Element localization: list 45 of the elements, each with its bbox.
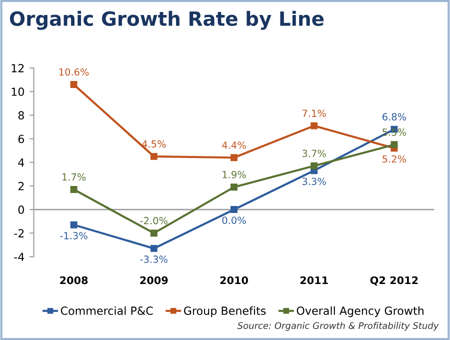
y-tick-label: 12 xyxy=(12,64,24,72)
y-tick-label: 6 xyxy=(18,134,24,144)
point xyxy=(310,122,318,130)
data-label: -1.3% xyxy=(60,232,88,240)
x-tick-label: 2008 xyxy=(60,276,88,284)
data-label: 1.7% xyxy=(62,173,86,181)
source-note: Source: Organic Growth & Profitability Study xyxy=(237,322,439,331)
data-label: -2.0% xyxy=(140,216,168,224)
point xyxy=(230,184,238,191)
point xyxy=(70,81,78,88)
y-tick-label: -2 xyxy=(14,229,24,238)
x-tick-label: 2011 xyxy=(300,276,328,284)
data-label: 10.6% xyxy=(59,68,89,76)
data-label: 4.5% xyxy=(142,140,166,148)
point xyxy=(230,154,238,162)
data-label: 1.9% xyxy=(222,170,246,178)
y-tick-label: -4 xyxy=(14,252,24,261)
chart-title: Organic Growth Rate by Line xyxy=(10,10,324,30)
y-tick-label: 8 xyxy=(18,111,24,120)
point xyxy=(70,186,78,193)
data-label: -3.3% xyxy=(140,256,168,263)
point xyxy=(70,221,78,228)
x-tick-label: 2009 xyxy=(140,276,168,284)
legend-label: Commercial P&C xyxy=(60,306,153,315)
data-label: 4.4% xyxy=(222,141,246,149)
data-label: 3.3% xyxy=(302,178,326,186)
data-label: 6.8% xyxy=(382,113,406,120)
x-tick-label: Q2 2012 xyxy=(370,276,418,286)
y-tick-label: 0 xyxy=(18,206,24,214)
point xyxy=(230,206,238,213)
data-label: 5.2% xyxy=(382,155,406,163)
y-tick-label: 10 xyxy=(12,88,24,96)
point xyxy=(150,244,158,252)
point xyxy=(390,141,398,148)
point xyxy=(150,152,158,160)
point xyxy=(310,162,318,170)
legend-label: Group Benefits xyxy=(184,306,266,318)
y-tick-label: 4 xyxy=(18,158,24,167)
y-tick-label: 2 xyxy=(18,182,24,190)
data-label: 0.0% xyxy=(222,216,246,224)
data-label: 3.7% xyxy=(302,150,326,158)
data-label: 7.1% xyxy=(302,110,326,117)
point xyxy=(150,230,158,237)
legend-label: Overall Agency Growth xyxy=(296,306,424,318)
x-tick-label: 2010 xyxy=(220,276,248,284)
